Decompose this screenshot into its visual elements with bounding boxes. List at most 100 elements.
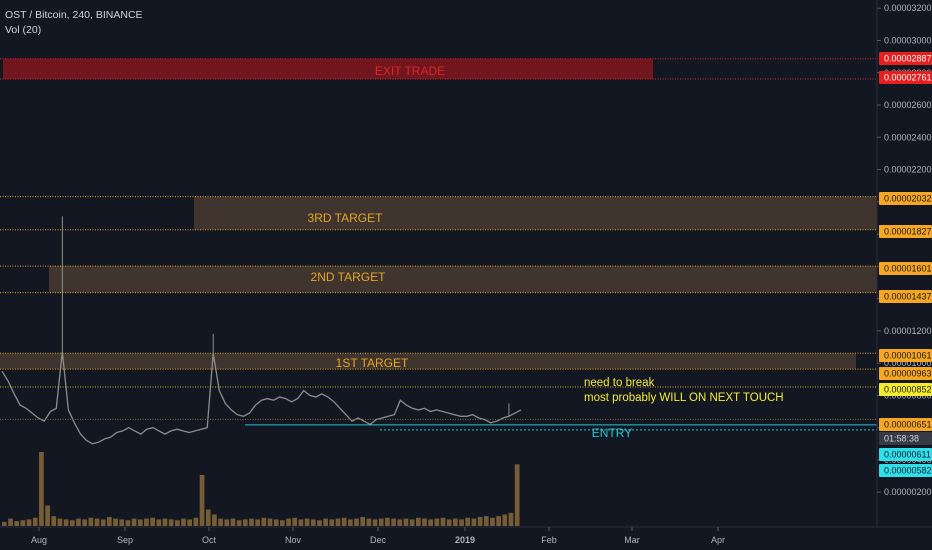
time-tick-label: Oct	[202, 535, 217, 545]
volume-bar	[459, 519, 464, 526]
volume-bar	[422, 518, 427, 526]
note-next-touch: most probably WILL ON NEXT TOUCH	[584, 392, 784, 404]
time-tick-label: 2019	[455, 535, 475, 545]
price-tick-label: 0.00002600	[884, 100, 932, 110]
volume-bar	[335, 518, 341, 526]
chart-title: OST / Bitcoin, 240, BINANCE	[5, 9, 143, 21]
volume-bar	[76, 518, 81, 526]
time-tick-label: Sep	[117, 535, 133, 545]
first-target-zone	[0, 353, 856, 370]
volume-bar	[496, 516, 501, 526]
exit-trade-zone	[3, 58, 653, 80]
volume-bar	[224, 519, 230, 526]
time-tick-label: Mar	[624, 535, 640, 545]
price-label-text: 0.00001601	[884, 264, 932, 274]
volume-bar	[20, 520, 26, 526]
second-target-label: 2ND TARGET	[311, 270, 387, 284]
price-label-text: 0.00002761	[884, 73, 932, 83]
volume-bar	[348, 519, 353, 526]
third-target-zone	[194, 196, 877, 230]
volume-bar	[286, 518, 291, 526]
price-label-badge	[879, 464, 932, 477]
level-lines	[0, 58, 877, 431]
volume-bar	[236, 520, 242, 526]
time-axis[interactable]: Aug Sep Oct Nov Dec 2019 Feb Mar Apr	[31, 527, 725, 545]
volume-bar	[137, 519, 143, 526]
volume-bar	[477, 516, 483, 526]
volume-bar	[218, 518, 223, 526]
volume-bar	[113, 518, 118, 526]
volume-bar	[317, 520, 322, 526]
price-line	[1, 351, 522, 445]
volume-bar	[144, 518, 149, 526]
price-label-text: 0.00000852	[884, 385, 932, 395]
volume-bar	[397, 519, 403, 526]
price-tick-label: 0.00002400	[884, 132, 932, 142]
volume-bar	[14, 521, 20, 526]
volume-bar	[483, 516, 489, 526]
volume-bar	[434, 518, 440, 526]
volume-bar	[453, 518, 458, 526]
volume-bar	[267, 518, 273, 526]
volume-bar	[255, 519, 260, 526]
price-tick-label: 0.00000200	[884, 487, 932, 497]
volume-bar	[119, 519, 125, 526]
volume-bar	[32, 517, 38, 526]
price-labels: 0.00002887 0.00002761 0.00002032 0.00001827…	[879, 52, 932, 477]
volume-bar	[131, 518, 137, 526]
volume-bar	[298, 519, 304, 526]
volume-bar	[162, 518, 168, 526]
price-label-badge	[879, 225, 932, 238]
volume-bar	[280, 520, 285, 526]
volume-bar	[428, 519, 433, 526]
volume-bar	[391, 518, 396, 526]
price-label-badge	[879, 192, 932, 205]
volume-indicator-label[interactable]: Vol (20)	[5, 24, 42, 36]
volume-bar	[514, 464, 520, 526]
volume-bar	[69, 520, 75, 526]
volume-bar	[100, 519, 106, 526]
time-tick-label: Feb	[541, 535, 557, 545]
volume-bar	[193, 517, 199, 526]
volume-bar	[88, 517, 94, 526]
volume-bar	[341, 517, 347, 526]
time-tick-label: Dec	[370, 535, 387, 545]
price-label-badge	[879, 52, 932, 65]
volume-bar	[446, 519, 452, 526]
second-target-zone	[49, 266, 877, 293]
volume-bar	[490, 517, 495, 526]
volume-bar	[354, 518, 359, 526]
price-tick-label: 0.00002200	[884, 165, 932, 175]
price-label-badge	[879, 262, 932, 275]
price-tick-label: 0.00001200	[884, 326, 932, 336]
price-label-badge	[879, 432, 932, 445]
first-target-label: 1ST TARGET	[336, 356, 409, 370]
volume-bar	[63, 519, 69, 526]
volume-bar	[403, 518, 409, 526]
volume-bar	[502, 514, 508, 526]
volume-bar	[360, 516, 366, 526]
volume-bar	[26, 519, 32, 526]
exit-trade-label: EXIT TRADE	[375, 64, 445, 78]
volume-bar	[181, 518, 186, 526]
price-label-text: 0.00000582	[884, 466, 932, 476]
target-zones	[0, 58, 877, 370]
price-label-badge	[879, 418, 932, 431]
price-label-text: 0.00000611	[884, 450, 931, 460]
price-label-text: 0.00001437	[884, 292, 932, 302]
price-label-badge	[879, 367, 932, 380]
price-label-text: 0.00001061	[884, 351, 932, 361]
volume-bar	[57, 518, 63, 526]
volume-bar	[273, 519, 279, 526]
volume-bar	[310, 519, 316, 526]
price-tick-label: 0.00003000	[884, 35, 932, 45]
volume-bar	[508, 512, 514, 526]
volume-bar	[230, 518, 236, 526]
volume-bar	[471, 518, 477, 526]
third-target-label: 3RD TARGET	[308, 211, 384, 225]
volume-bar	[409, 519, 415, 526]
volume-bars	[2, 452, 520, 526]
volume-bar	[82, 519, 87, 526]
volume-bar	[8, 518, 13, 526]
